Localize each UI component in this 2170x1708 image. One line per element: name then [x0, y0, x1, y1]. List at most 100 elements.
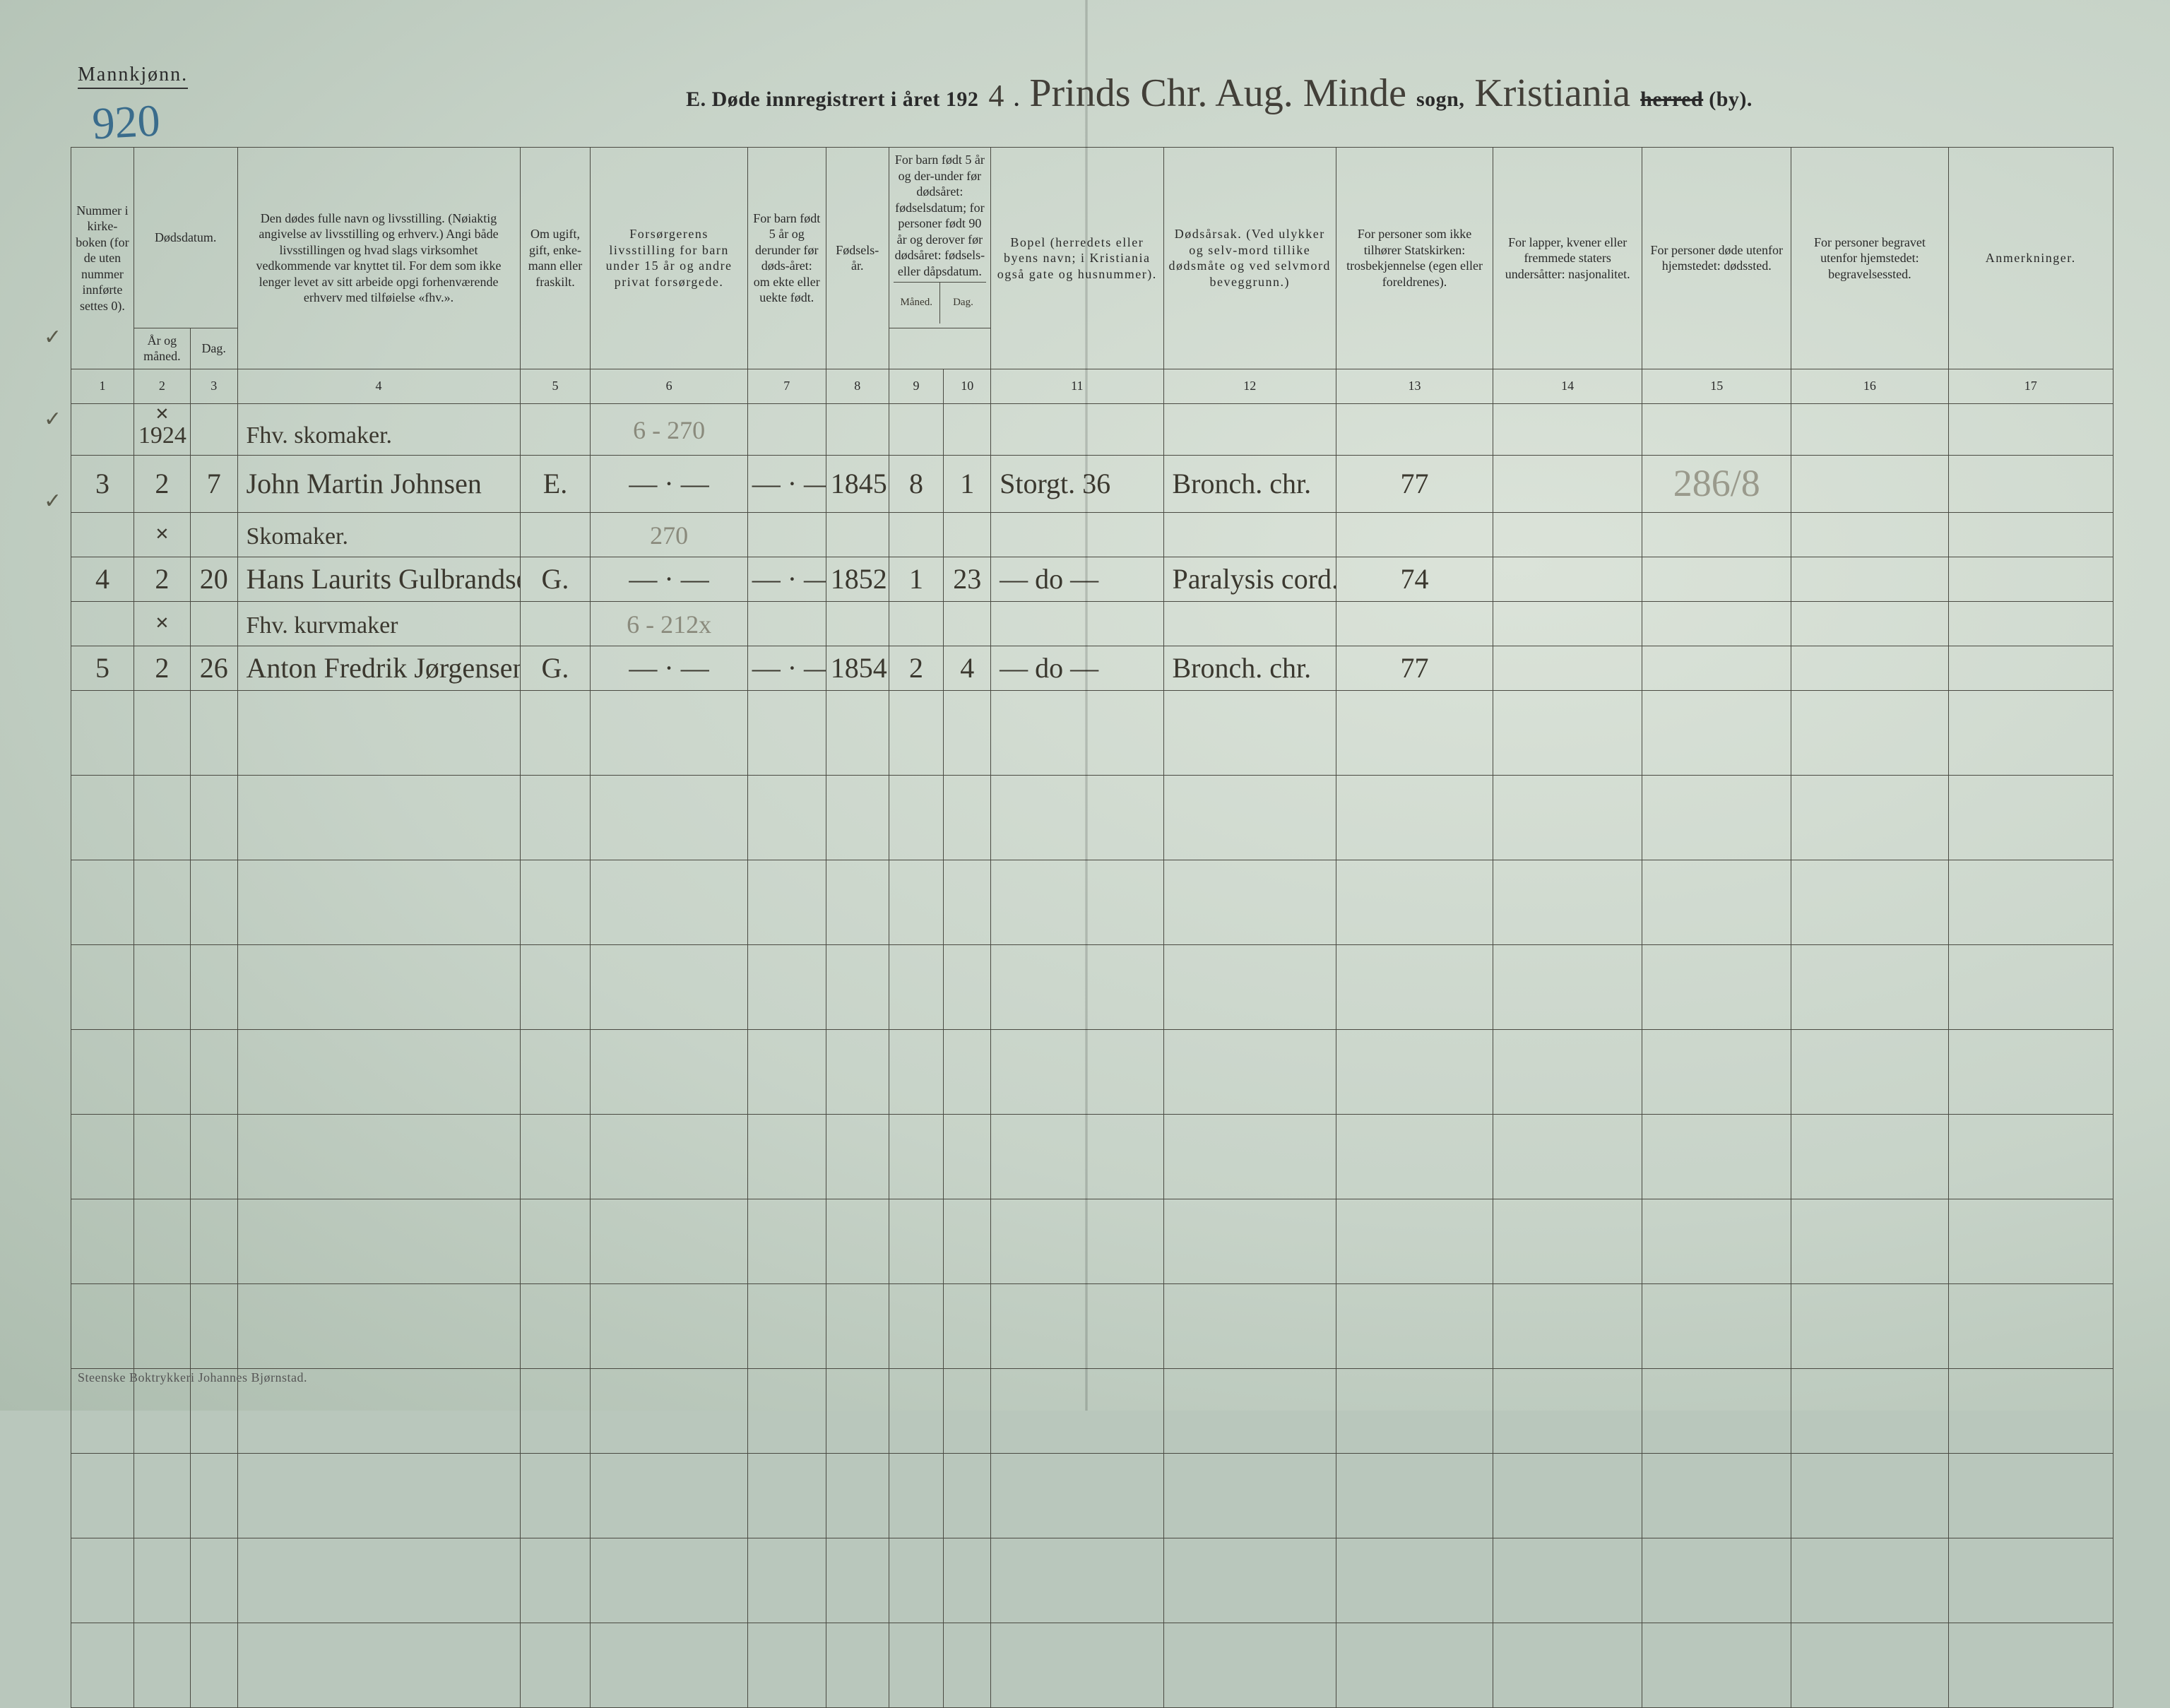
- cell-provider-pencil: 270: [591, 512, 747, 557]
- cell-empty: [237, 1114, 520, 1199]
- colnum: 4: [237, 369, 520, 403]
- cell-empty: [71, 1029, 134, 1114]
- cell-empty: [134, 1623, 190, 1707]
- cell-empty: [1642, 944, 1791, 1029]
- cell-provider-pencil: 6 - 270: [591, 403, 747, 456]
- cell-year-month: ✕1924: [134, 403, 190, 456]
- cell-empty: [1791, 1199, 1948, 1283]
- cell-empty: [991, 1623, 1163, 1707]
- cell-empty: [991, 860, 1163, 944]
- cell-empty: [520, 1368, 591, 1453]
- colnum: 11: [991, 369, 1163, 403]
- table-row: ✕Fhv. kurvmaker6 - 212x: [71, 601, 2113, 646]
- cell-empty: [1336, 775, 1493, 860]
- cell-empty: [190, 1029, 237, 1114]
- cell-empty: [944, 860, 991, 944]
- cell-number: [71, 512, 134, 557]
- colnum: 15: [1642, 369, 1791, 403]
- cell-empty: [1791, 1368, 1948, 1453]
- cell-empty: [591, 1029, 747, 1114]
- cell-empty: [237, 1283, 520, 1368]
- cell-empty: [520, 1199, 591, 1283]
- cell-year-month: ✕: [134, 601, 190, 646]
- cell-name: John Martin Johnsen: [237, 456, 520, 513]
- cell-empty: [1948, 1114, 2113, 1199]
- cell-remarks: [1948, 456, 2113, 513]
- table-row-empty: [71, 1538, 2113, 1623]
- cell-empty: [237, 1453, 520, 1538]
- cell-empty: [1336, 1199, 1493, 1283]
- margin-tick: ✓: [44, 489, 61, 514]
- table-row-empty: [71, 775, 2113, 860]
- cell-cause: Bronch. chr.: [1163, 456, 1336, 513]
- cell-empty: [1163, 690, 1336, 775]
- cell-legitimacy: — · —: [747, 456, 826, 513]
- cell-nationality: [1493, 512, 1642, 557]
- cell-birthmonth: [889, 512, 944, 557]
- col-15-header: For personer døde utenfor hjemstedet: dø…: [1642, 148, 1791, 369]
- cell-empty: [1948, 1029, 2113, 1114]
- cell-empty: [520, 775, 591, 860]
- cell-empty: [1163, 1538, 1336, 1623]
- cell-empty: [237, 1199, 520, 1283]
- cell-empty: [591, 1199, 747, 1283]
- cell-empty: [134, 944, 190, 1029]
- col-7-header: For barn født 5 år og derunder før døds-…: [747, 148, 826, 369]
- cell-birthyear: [826, 512, 889, 557]
- cell-empty: [1163, 860, 1336, 944]
- cell-empty: [1791, 1029, 1948, 1114]
- cell-nationality: [1493, 403, 1642, 456]
- table-row-empty: [71, 944, 2113, 1029]
- cell-empty: [71, 1538, 134, 1623]
- title-text: E. Døde innregistrert i året 1924. Prind…: [339, 71, 2099, 116]
- cell-legitimacy: — · —: [747, 557, 826, 601]
- cell-empty: [134, 690, 190, 775]
- herred-by: herred (by).: [1640, 88, 1753, 112]
- cell-empty: [1493, 1199, 1642, 1283]
- cell-empty: [991, 775, 1163, 860]
- cell-remarks: [1948, 512, 2113, 557]
- cell-empty: [991, 1199, 1163, 1283]
- header-left: Mannkjønn. 920: [78, 64, 188, 141]
- cell-empty: [944, 775, 991, 860]
- cell-deathplace: [1642, 601, 1791, 646]
- page-number-handwritten: 920: [91, 95, 162, 150]
- cell-residence: [991, 601, 1163, 646]
- cell-empty: [747, 1283, 826, 1368]
- margin-tick: ✓: [44, 325, 61, 350]
- cell-empty: [1493, 1114, 1642, 1199]
- cell-empty: [747, 1453, 826, 1538]
- colnum: 5: [520, 369, 591, 403]
- cell-empty: [1791, 690, 1948, 775]
- cell-empty: [134, 775, 190, 860]
- cell-residence: [991, 512, 1163, 557]
- cell-empty: [71, 1199, 134, 1283]
- cell-empty: [237, 690, 520, 775]
- table-row: ✕1924Fhv. skomaker.6 - 270: [71, 403, 2113, 456]
- cell-empty: [520, 1453, 591, 1538]
- cell-year-month: 2: [134, 646, 190, 690]
- cell-empty: [889, 944, 944, 1029]
- cell-empty: [190, 1283, 237, 1368]
- cell-legitimacy: [747, 601, 826, 646]
- cell-empty: [1642, 1199, 1791, 1283]
- col-12-header: Dødsårsak. (Ved ulykker og selv-mord til…: [1163, 148, 1336, 369]
- cell-empty: [826, 860, 889, 944]
- cell-empty: [1948, 1538, 2113, 1623]
- table-header: Nummer i kirke-boken (for de uten nummer…: [71, 148, 2113, 404]
- cell-empty: [826, 1114, 889, 1199]
- cell-empty: [520, 1114, 591, 1199]
- cell-empty: [134, 1199, 190, 1283]
- cell-empty: [1791, 1453, 1948, 1538]
- cell-empty: [747, 1114, 826, 1199]
- cell-empty: [520, 1029, 591, 1114]
- cell-burialplace: [1791, 403, 1948, 456]
- cell-empty: [1642, 1623, 1791, 1707]
- table-row-empty: [71, 690, 2113, 775]
- col-2-group-header: Dødsdatum.: [134, 148, 237, 328]
- cell-empty: [1642, 1538, 1791, 1623]
- cell-empty: [1336, 860, 1493, 944]
- cell-name: Anton Fredrik Jørgensen: [237, 646, 520, 690]
- table-row-empty: [71, 860, 2113, 944]
- cell-marital: [520, 403, 591, 456]
